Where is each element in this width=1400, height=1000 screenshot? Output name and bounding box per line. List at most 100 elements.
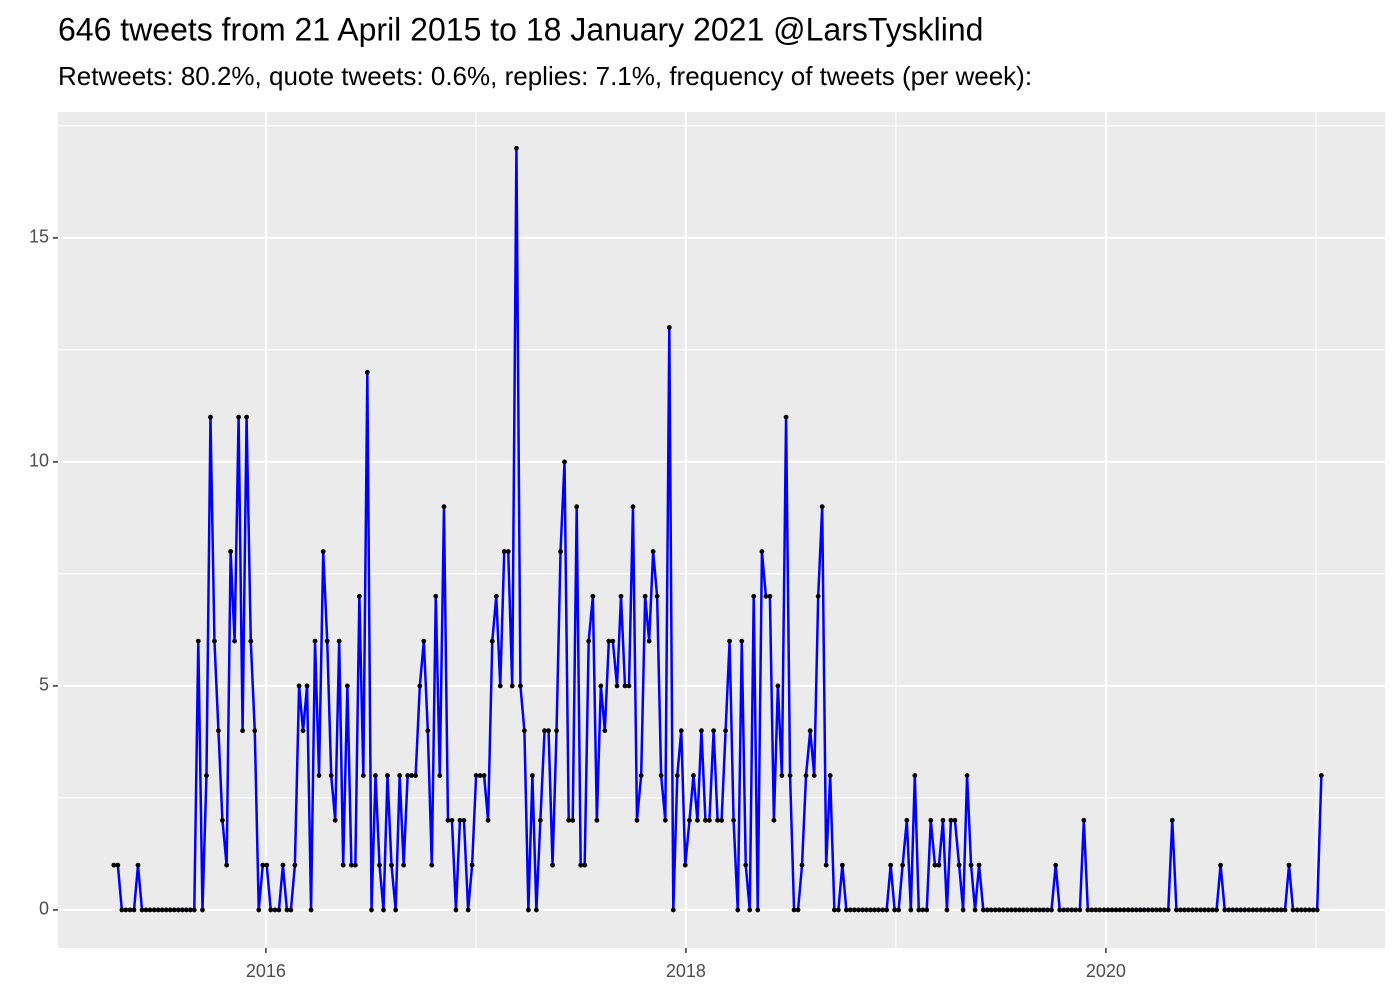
point (115, 862, 121, 868)
point (119, 907, 125, 913)
point (505, 549, 511, 554)
point (1258, 907, 1264, 913)
point (529, 773, 535, 778)
point (747, 907, 753, 913)
point (727, 638, 732, 644)
point (216, 728, 221, 734)
point (163, 907, 169, 913)
point (642, 593, 648, 599)
point (518, 683, 523, 689)
y-tick-label: 0 (39, 899, 49, 919)
point (1161, 907, 1167, 913)
point (662, 817, 668, 823)
point (630, 504, 636, 510)
point (497, 683, 503, 689)
point (171, 907, 177, 913)
point (1165, 907, 1171, 913)
point (1218, 862, 1223, 868)
point (847, 907, 853, 913)
point (1137, 907, 1143, 913)
point (827, 773, 833, 778)
point (1057, 907, 1063, 913)
point (755, 907, 761, 913)
point (465, 907, 471, 913)
point (1133, 907, 1139, 913)
point (767, 593, 773, 599)
point (127, 907, 133, 913)
point (1226, 907, 1232, 913)
point (1266, 907, 1272, 913)
point (489, 638, 495, 644)
point (1153, 907, 1159, 913)
point (618, 593, 624, 599)
point (1093, 907, 1099, 913)
point (344, 683, 350, 689)
point (1089, 907, 1095, 913)
point (562, 459, 567, 465)
point (884, 907, 890, 913)
point (1314, 907, 1320, 913)
point (320, 549, 326, 554)
point (574, 504, 580, 510)
point (819, 504, 825, 510)
point (594, 817, 600, 823)
point (509, 683, 515, 689)
point (1016, 907, 1022, 913)
point (1262, 907, 1268, 913)
point (1242, 907, 1248, 913)
point (268, 907, 274, 913)
point (1049, 907, 1054, 913)
point (759, 549, 765, 554)
point (948, 817, 954, 823)
point (1081, 817, 1087, 823)
point (787, 773, 793, 778)
point (1117, 907, 1123, 913)
point (280, 862, 286, 868)
point (433, 593, 439, 599)
point (1061, 907, 1067, 913)
point (590, 593, 596, 599)
point (566, 817, 572, 823)
point (735, 907, 741, 913)
point (360, 773, 366, 778)
point (1041, 907, 1046, 913)
point (276, 907, 282, 913)
y-tick-label: 5 (39, 675, 49, 695)
chart-title: 646 tweets from 21 April 2015 to 18 Janu… (58, 11, 983, 47)
point (1113, 907, 1119, 913)
point (200, 907, 205, 913)
point (650, 549, 656, 554)
point (1182, 907, 1187, 913)
point (960, 907, 966, 913)
point (831, 907, 837, 913)
point (135, 862, 141, 868)
point (904, 817, 910, 823)
point (723, 728, 728, 734)
point (369, 907, 374, 913)
point (880, 907, 886, 913)
x-tick-label: 2018 (666, 961, 706, 981)
point (1214, 907, 1219, 913)
point (457, 817, 463, 823)
point (558, 549, 563, 554)
point (912, 773, 918, 778)
point (240, 728, 245, 734)
point (260, 862, 266, 868)
point (1178, 907, 1183, 913)
point (682, 862, 688, 868)
point (654, 593, 660, 599)
point (550, 862, 555, 868)
point (1020, 907, 1026, 913)
point (1121, 907, 1127, 913)
point (1310, 907, 1316, 913)
point (143, 907, 149, 913)
point (348, 862, 354, 868)
point (1290, 907, 1296, 913)
point (1141, 907, 1147, 913)
point (183, 907, 189, 913)
point (928, 817, 934, 823)
point (582, 862, 588, 868)
point (481, 773, 487, 778)
point (1129, 907, 1135, 913)
point (1000, 907, 1006, 913)
